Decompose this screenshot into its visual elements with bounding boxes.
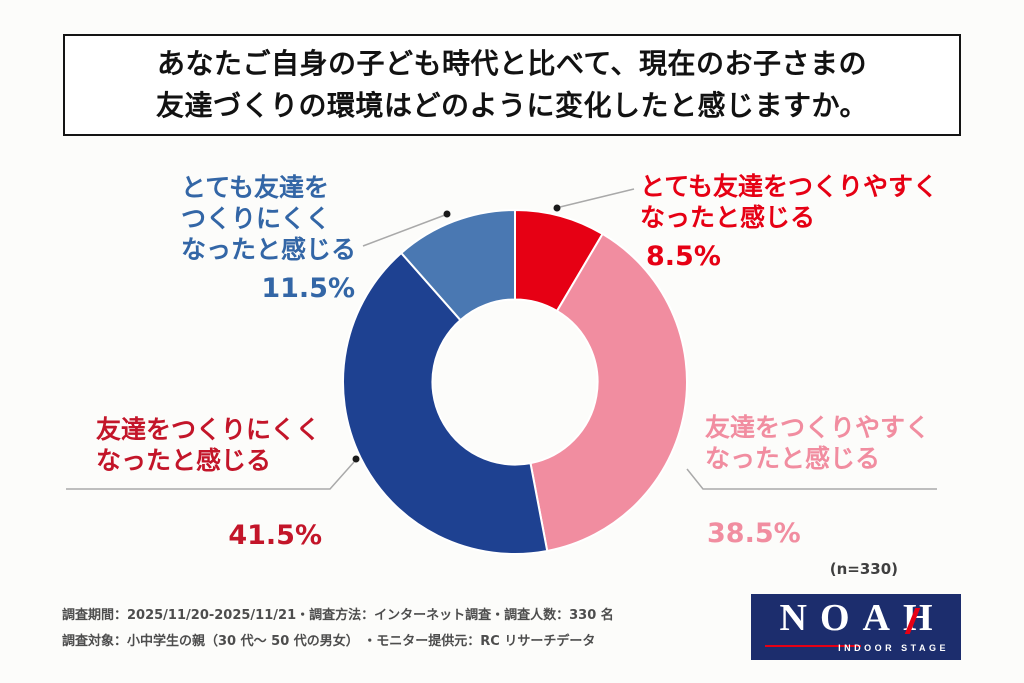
callout-very-easy: とても友達をつくりやすく なったと感じる 8.5% — [640, 171, 970, 272]
callout-very-easy-pct: 8.5% — [646, 241, 721, 272]
noah-logo: NOAH INDOOR STAGE — [751, 594, 961, 660]
callout-harder-line2: なったと感じる — [96, 446, 272, 475]
donut-segment-2 — [342, 251, 549, 555]
callout-easier: 友達をつくりやすく なったと感じる 38.5% — [705, 412, 945, 549]
noah-logo-word: NOAH — [779, 597, 946, 639]
callout-very-easy-line2: なったと感じる — [640, 203, 816, 232]
donut-chart — [342, 208, 688, 555]
callout-harder-line1: 友達をつくりにくく — [96, 415, 321, 444]
noah-logo-subtitle: INDOOR STAGE — [838, 643, 949, 653]
noah-logo-red-rule — [765, 645, 861, 647]
callout-very-hard: とても友達を つくりにくく なったと感じる 11.5% — [181, 172, 357, 304]
callout-very-hard-line3: なったと感じる — [181, 235, 357, 264]
question-title-line2: 友達づくりの環境はどのように変化したと感じますか。 — [156, 89, 868, 122]
callout-harder: 友達をつくりにくく なったと感じる 41.5% — [96, 414, 322, 551]
callout-very-hard-pct: 11.5% — [261, 273, 355, 304]
question-title-box: あなたご自身の子ども時代と比べて、現在のお子さまの 友達づくりの環境はどのように… — [63, 34, 961, 136]
donut-segment-1 — [529, 232, 688, 553]
callout-very-hard-line2: つくりにくく — [181, 204, 331, 233]
sample-size-note: (n=330) — [829, 560, 898, 578]
callout-easier-pct: 38.5% — [707, 518, 801, 549]
callout-very-easy-line1: とても友達をつくりやすく — [640, 172, 939, 201]
callout-harder-pct: 41.5% — [228, 520, 322, 551]
question-title-line1: あなたご自身の子ども時代と比べて、現在のお子さまの — [157, 47, 867, 80]
survey-methodology: 調査期間：2025/11/20-2025/11/21・調査方法：インターネット調… — [62, 603, 614, 655]
survey-methodology-line2: 調査対象：小中学生の親（30 代～ 50 代の男女） ・モニター提供元：RC リ… — [62, 634, 596, 649]
callout-easier-line1: 友達をつくりやすく — [705, 413, 931, 442]
survey-methodology-line1: 調査期間：2025/11/20-2025/11/21・調査方法：インターネット調… — [62, 608, 614, 623]
callout-easier-line2: なったと感じる — [705, 444, 881, 473]
callout-very-hard-line1: とても友達を — [181, 173, 330, 202]
